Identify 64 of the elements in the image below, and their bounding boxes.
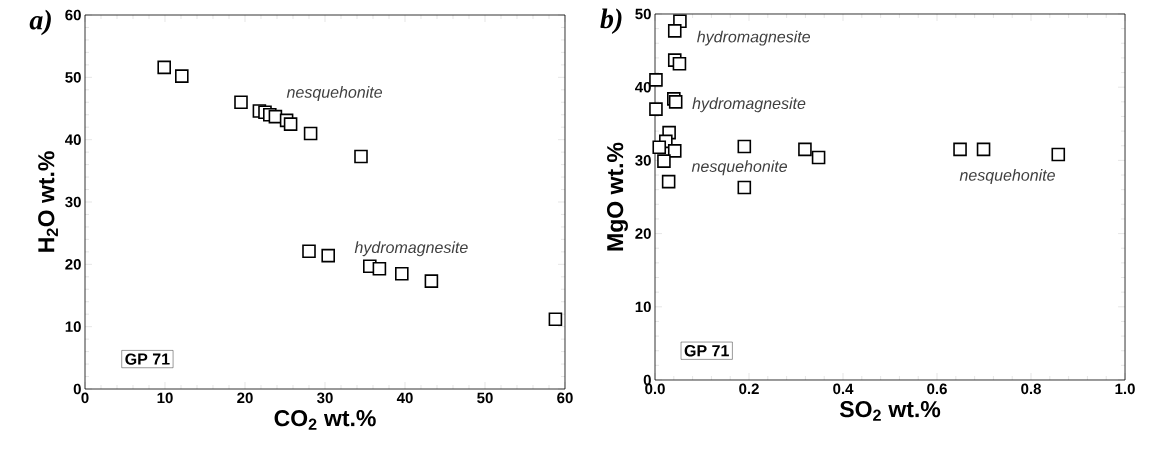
- x-axis-title: CO$_{2}$ wt.%: [274, 410, 376, 430]
- point: [667, 144, 682, 158]
- x-tick-label: 40: [396, 392, 413, 404]
- point: [303, 126, 318, 141]
- point: [953, 142, 967, 157]
- point: [667, 24, 682, 38]
- y-tick-label: 20: [65, 259, 81, 270]
- x-tick-label: 10: [157, 392, 173, 404]
- y-axis-title: H$_{2}$O wt.%: [38, 151, 58, 252]
- point: [302, 244, 316, 259]
- y-tick-label: 20: [635, 228, 651, 239]
- y-axis-title: MgO wt.%: [606, 142, 628, 251]
- y-tick-label: 10: [635, 301, 651, 313]
- x-tick-label: 0.6: [927, 383, 947, 395]
- point: [657, 154, 671, 168]
- point: [372, 261, 387, 276]
- annotation: nesquehonite: [286, 86, 383, 101]
- point: [157, 60, 171, 75]
- annotation: hydromagnesite: [697, 30, 811, 46]
- x-tick-label: 30: [317, 392, 333, 404]
- annotation: nesquehonite: [691, 160, 788, 176]
- y-tick-label: 10: [65, 321, 81, 332]
- point: [652, 140, 667, 155]
- x-tick-label: 0.2: [739, 383, 759, 395]
- point: [321, 248, 335, 263]
- annotation: nesquehonite: [959, 169, 1055, 184]
- chart-title: b): [600, 8, 622, 35]
- x-tick-label: 1.0: [1115, 383, 1135, 395]
- chart-title: a): [29, 9, 51, 36]
- annotation: GP 71: [125, 353, 170, 365]
- x-tick-label: 0: [81, 392, 89, 404]
- y-tick-label: 30: [65, 196, 81, 208]
- y-tick-label: 40: [65, 134, 81, 145]
- y-tick-label: 40: [635, 81, 651, 93]
- point: [1051, 147, 1066, 162]
- point: [672, 56, 687, 71]
- point: [234, 95, 248, 110]
- point: [649, 102, 663, 116]
- x-axis-title: SO$_{2}$ wt.%: [839, 401, 941, 421]
- point: [737, 139, 752, 154]
- x-tick-label: 0.8: [1021, 383, 1041, 395]
- annotation: hydromagnesite: [354, 241, 468, 257]
- x-tick-label: 50: [477, 392, 493, 404]
- point: [661, 174, 676, 189]
- annotation: GP 71: [684, 345, 729, 357]
- x-tick-label: 20: [237, 392, 253, 404]
- point: [395, 266, 409, 281]
- y-tick-label: 50: [635, 8, 651, 20]
- x-tick-label: 0.4: [833, 383, 854, 395]
- point: [354, 149, 368, 164]
- point: [798, 142, 812, 157]
- annotation: hydromagnesite: [692, 97, 806, 113]
- y-tick-label: 60: [65, 9, 81, 21]
- point: [737, 180, 752, 195]
- point: [548, 312, 563, 326]
- point: [976, 142, 991, 157]
- point: [175, 69, 189, 83]
- point: [424, 274, 439, 288]
- point: [811, 150, 826, 165]
- x-tick-label: 60: [557, 392, 573, 404]
- y-tick-label: 50: [65, 72, 81, 83]
- point: [649, 73, 663, 87]
- y-tick-label: 30: [635, 155, 651, 166]
- point: [283, 117, 298, 131]
